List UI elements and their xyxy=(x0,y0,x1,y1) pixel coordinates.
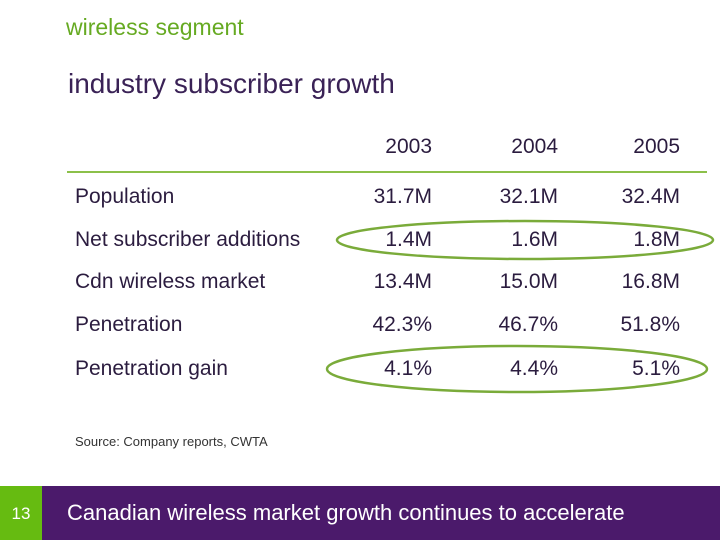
table-cell: 4.4% xyxy=(510,357,558,380)
table-cell: 32.1M xyxy=(499,185,558,208)
table-cell: 1.6M xyxy=(511,228,558,251)
year-header: 2003 xyxy=(385,135,432,158)
slide-subtitle: industry subscriber growth xyxy=(68,68,395,99)
table-cell: 1.4M xyxy=(385,228,432,251)
table-cell: 16.8M xyxy=(621,270,680,293)
table-cell: 5.1% xyxy=(632,357,680,380)
table-cell: 31.7M xyxy=(373,185,432,208)
table-cell: 46.7% xyxy=(498,313,558,336)
header-divider xyxy=(67,171,707,173)
table-cell: 1.8M xyxy=(633,228,680,251)
table-cell: 51.8% xyxy=(620,313,680,336)
table-cell: 42.3% xyxy=(372,313,432,336)
highlight-ellipse-penetration-gain xyxy=(325,344,709,394)
table-cell: 13.4M xyxy=(373,270,432,293)
page-number-box xyxy=(0,486,42,540)
footer-bar xyxy=(0,486,720,540)
table-cell: 4.1% xyxy=(384,357,432,380)
row-label: Net subscriber additions xyxy=(75,228,301,251)
row-label: Population xyxy=(75,185,175,208)
table-cell: 15.0M xyxy=(499,270,558,293)
table-cell: 32.4M xyxy=(621,185,680,208)
source-note: Source: Company reports, CWTA xyxy=(75,434,268,449)
page-number: 13 xyxy=(11,504,31,523)
row-label: Penetration gain xyxy=(75,357,228,380)
row-label: Cdn wireless market xyxy=(75,270,266,293)
year-header: 2005 xyxy=(633,135,680,158)
row-label: Penetration xyxy=(75,313,183,336)
section-title: wireless segment xyxy=(66,14,244,40)
footer-message: Canadian wireless market growth continue… xyxy=(67,500,625,525)
year-header: 2004 xyxy=(511,135,558,158)
highlight-ellipse-net-additions xyxy=(335,219,715,261)
